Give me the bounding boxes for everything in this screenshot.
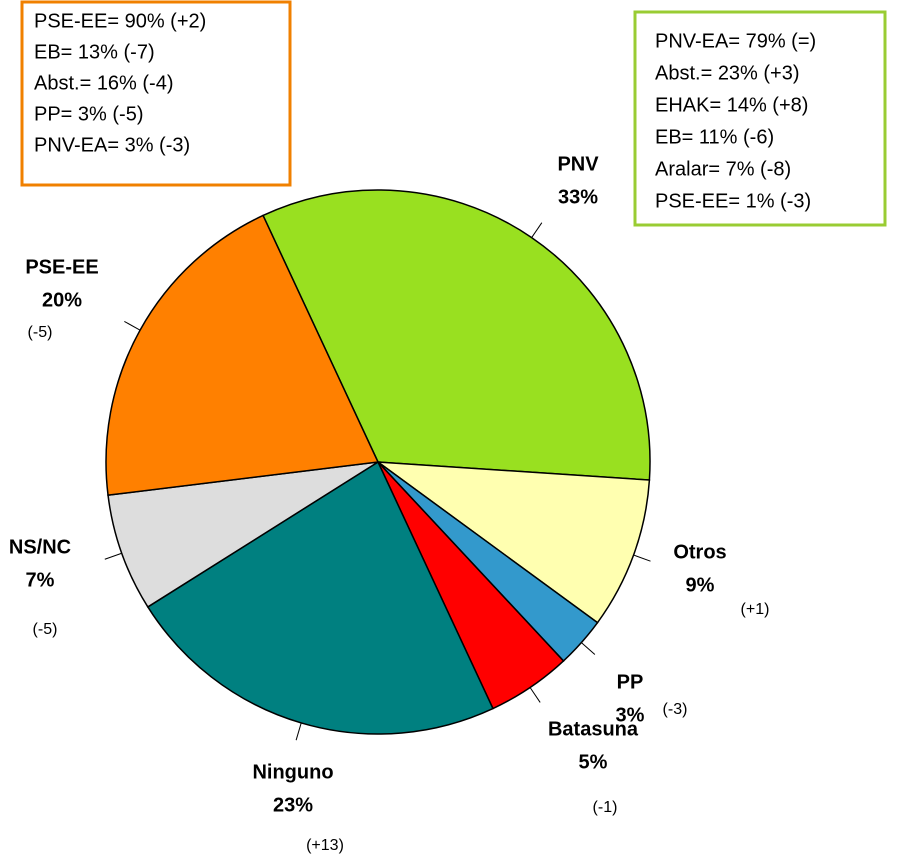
annotation-line: EHAK= 14% (+8) bbox=[655, 94, 808, 116]
annotation-line: PNV-EA= 3% (-3) bbox=[34, 134, 190, 156]
slice-value-label: 9% bbox=[686, 574, 715, 596]
slice-label: PP bbox=[617, 671, 644, 693]
change-label: (-1) bbox=[593, 799, 618, 816]
change-label: (+1) bbox=[741, 601, 770, 618]
slice-value-label: 20% bbox=[42, 289, 82, 311]
slice-value-label: 5% bbox=[579, 751, 608, 773]
leader-line bbox=[581, 642, 596, 655]
slice-label: PNV bbox=[557, 153, 599, 175]
slice-label: Otros bbox=[673, 541, 726, 563]
change-label: (-3) bbox=[663, 701, 688, 718]
slice-label: Ninguno bbox=[252, 761, 333, 783]
leader-line bbox=[531, 222, 543, 238]
annotation-line: Abst.= 23% (+3) bbox=[655, 62, 800, 84]
pie-slice bbox=[107, 461, 379, 608]
annotation-line: EB= 11% (-6) bbox=[655, 126, 774, 148]
change-label: (-5) bbox=[33, 621, 58, 638]
pie-slice bbox=[105, 214, 380, 496]
slice-label: NS/NC bbox=[9, 536, 71, 558]
annotation-line: PSE-EE= 90% (+2) bbox=[34, 10, 206, 32]
annotation-box bbox=[20, 0, 292, 187]
slice-value-label: 7% bbox=[26, 569, 55, 591]
slice-value-label: 33% bbox=[558, 186, 598, 208]
annotation-line: Abst.= 16% (-4) bbox=[34, 72, 174, 94]
annotation-box bbox=[633, 10, 887, 227]
leader-line bbox=[124, 320, 141, 331]
pie-slice bbox=[146, 460, 494, 735]
pie-slice bbox=[375, 461, 651, 624]
slice-value-label: 3% bbox=[616, 704, 645, 726]
change-label: (-5) bbox=[28, 324, 53, 341]
leader-line bbox=[633, 554, 651, 562]
leader-line bbox=[104, 552, 122, 560]
annotation-line: PSE-EE= 1% (-3) bbox=[655, 190, 811, 212]
leader-line bbox=[529, 687, 541, 703]
change-label: (+13) bbox=[306, 837, 344, 854]
slice-label: PSE-EE bbox=[25, 256, 98, 278]
annotation-line: Aralar= 7% (-8) bbox=[655, 158, 791, 180]
annotation-line: PNV-EA= 79% (=) bbox=[655, 30, 816, 52]
leader-line bbox=[295, 722, 302, 741]
slice-value-label: 23% bbox=[273, 794, 313, 816]
annotation-line: EB= 13% (-7) bbox=[34, 41, 155, 63]
slice-label: Batasuna bbox=[548, 718, 639, 740]
annotation-line: PP= 3% (-5) bbox=[34, 103, 143, 125]
